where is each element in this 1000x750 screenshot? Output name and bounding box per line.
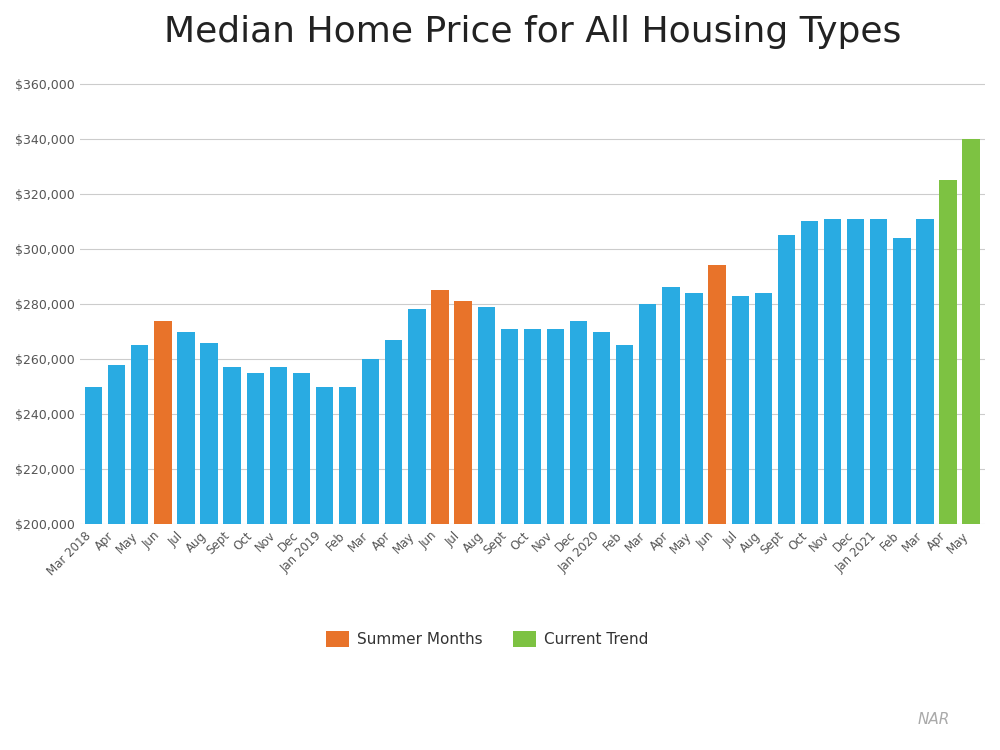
Bar <box>408 310 426 750</box>
Bar <box>755 293 772 750</box>
Bar <box>732 296 749 750</box>
Bar <box>454 302 472 750</box>
Bar <box>223 368 241 750</box>
Bar <box>501 328 518 750</box>
Bar <box>293 373 310 750</box>
Bar <box>778 235 795 750</box>
Bar <box>685 293 703 750</box>
Bar <box>939 180 957 750</box>
Bar <box>662 287 680 750</box>
Bar <box>824 218 841 750</box>
Bar <box>916 218 934 750</box>
Bar <box>362 359 379 750</box>
Bar <box>478 307 495 750</box>
Bar <box>85 387 102 750</box>
Bar <box>847 218 864 750</box>
Bar <box>431 290 449 750</box>
Bar <box>962 139 980 750</box>
Bar <box>385 340 402 750</box>
Bar <box>200 343 218 750</box>
Bar <box>616 345 633 750</box>
Bar <box>639 304 656 750</box>
Bar <box>593 332 610 750</box>
Bar <box>270 368 287 750</box>
Legend: Summer Months, Current Trend: Summer Months, Current Trend <box>320 625 654 653</box>
Bar <box>801 221 818 750</box>
Bar <box>177 332 195 750</box>
Bar <box>708 266 726 750</box>
Bar <box>339 387 356 750</box>
Bar <box>316 387 333 750</box>
Text: NAR: NAR <box>918 712 950 728</box>
Bar <box>247 373 264 750</box>
Bar <box>524 328 541 750</box>
Bar <box>570 320 587 750</box>
Bar <box>131 345 148 750</box>
Bar <box>893 238 911 750</box>
Title: Median Home Price for All Housing Types: Median Home Price for All Housing Types <box>164 15 901 49</box>
Bar <box>108 364 125 750</box>
Bar <box>870 218 887 750</box>
Bar <box>547 328 564 750</box>
Bar <box>154 320 172 750</box>
